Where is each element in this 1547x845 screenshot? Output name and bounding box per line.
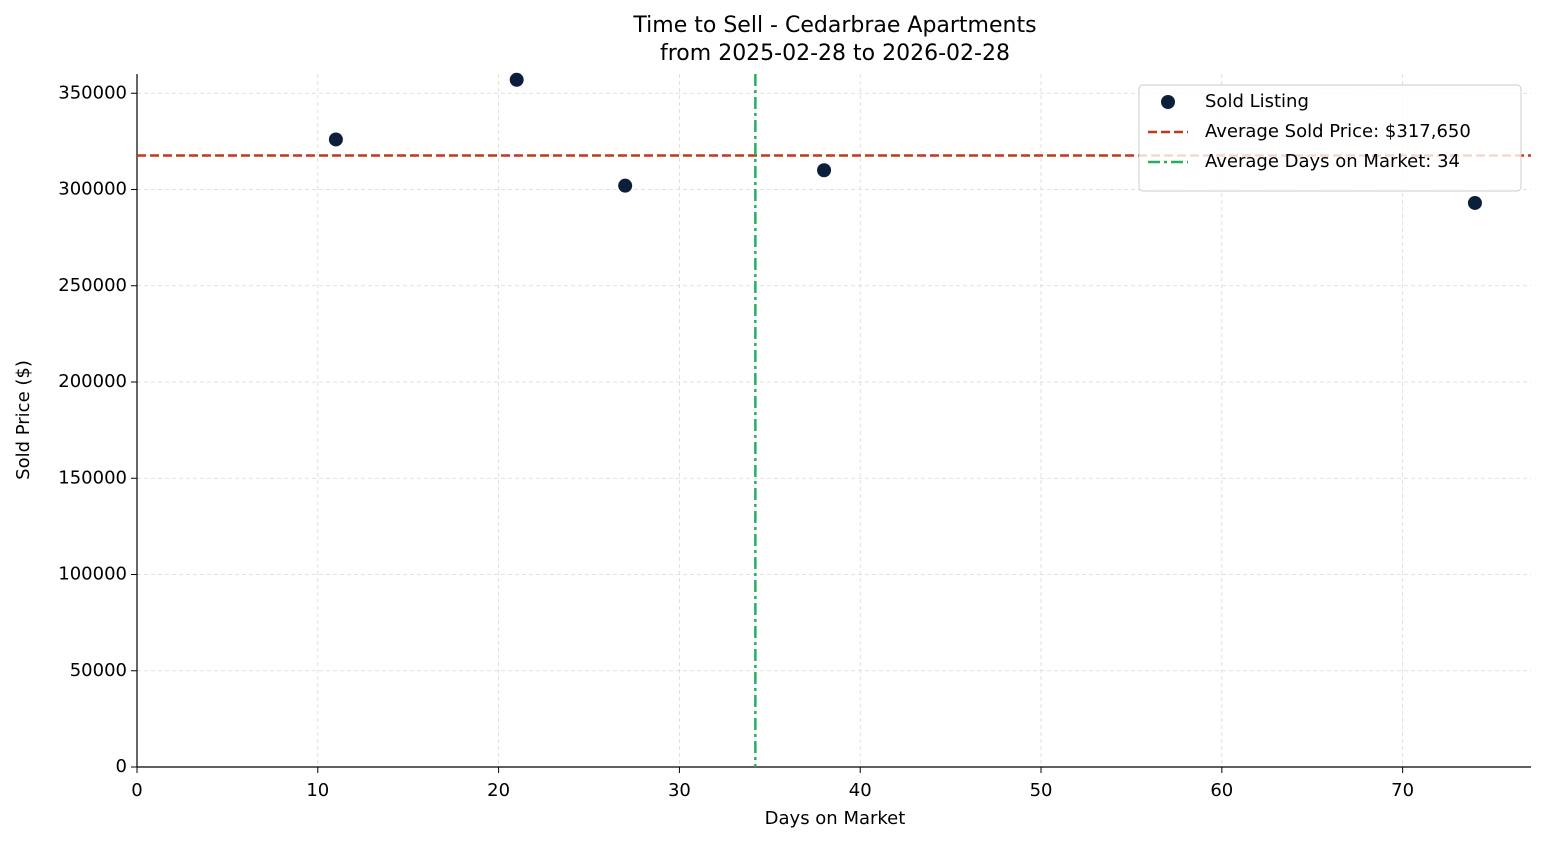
y-tick-label: 0	[116, 756, 127, 777]
legend-label: Average Sold Price: $317,650	[1205, 121, 1471, 142]
data-point	[509, 72, 524, 87]
x-tick-label: 0	[131, 780, 142, 801]
y-tick-label: 50000	[70, 660, 127, 681]
y-tick-label: 350000	[58, 82, 127, 103]
data-point	[1467, 195, 1482, 210]
data-point	[817, 163, 832, 178]
x-tick-label: 50	[1030, 780, 1053, 801]
x-tick-label: 20	[487, 780, 510, 801]
legend-label: Sold Listing	[1205, 91, 1309, 112]
y-tick-label: 250000	[58, 275, 127, 296]
y-tick-label: 100000	[58, 564, 127, 585]
y-axis-label: Sold Price ($)	[13, 360, 34, 480]
y-tick-label: 150000	[58, 467, 127, 488]
x-tick-label: 30	[668, 780, 691, 801]
legend-label: Average Days on Market: 34	[1205, 151, 1460, 172]
x-tick-label: 60	[1210, 780, 1233, 801]
x-tick-label: 40	[849, 780, 872, 801]
y-tick-label: 300000	[58, 179, 127, 200]
legend-marker	[1161, 95, 1175, 109]
data-point	[328, 132, 343, 147]
x-tick-label: 70	[1391, 780, 1414, 801]
chart-title: Time to Sell - Cedarbrae Apartments	[632, 13, 1036, 38]
x-axis-label: Days on Market	[765, 808, 906, 829]
chart-subtitle: from 2025-02-28 to 2026-02-28	[660, 41, 1010, 66]
x-tick-label: 10	[306, 780, 329, 801]
legend-box	[1138, 84, 1522, 192]
y-tick-label: 200000	[58, 371, 127, 392]
data-point	[618, 178, 633, 193]
